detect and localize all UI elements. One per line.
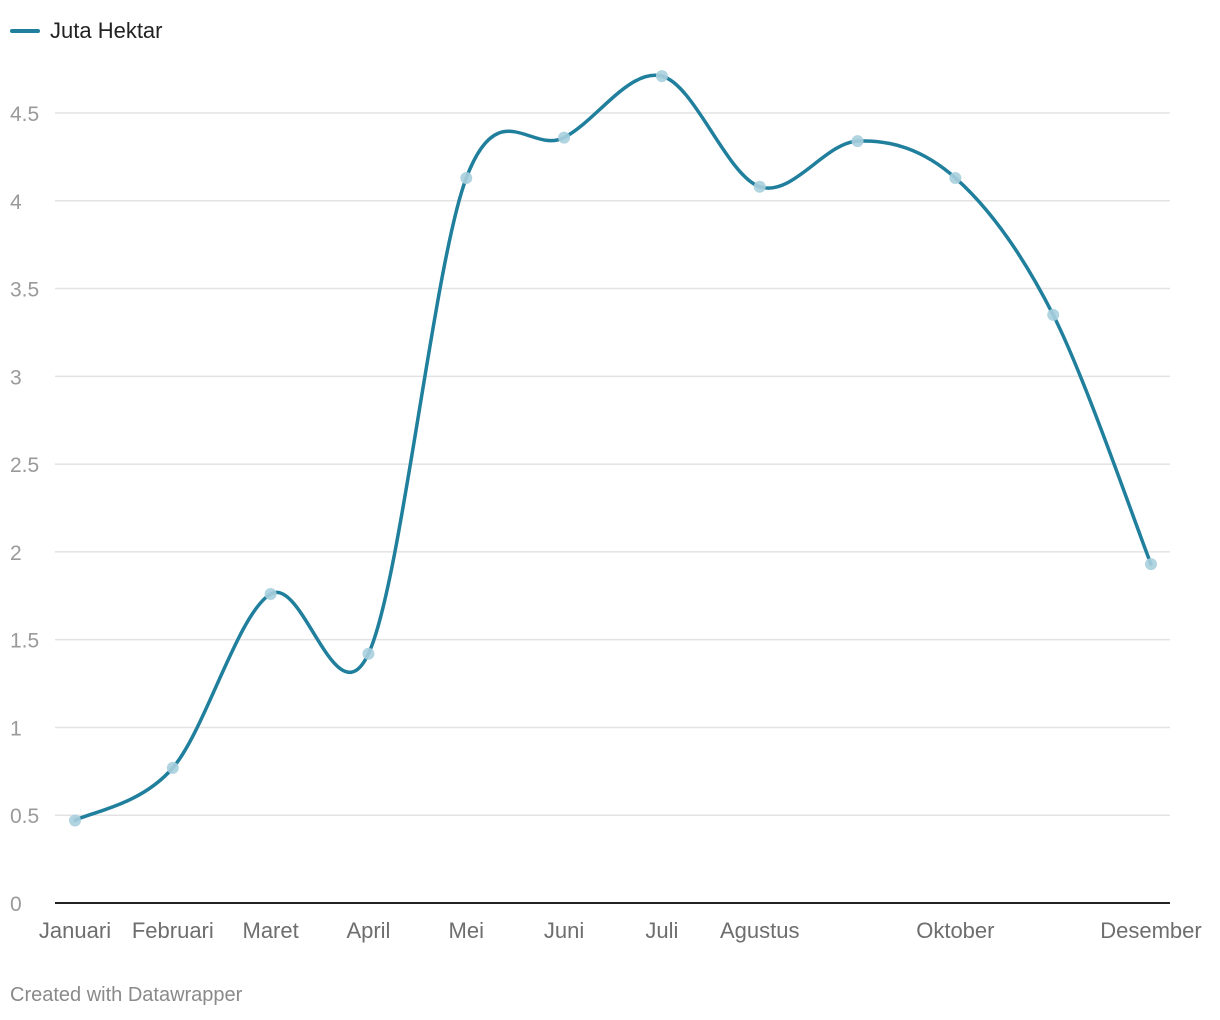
- data-point: [851, 135, 864, 148]
- x-tick-label: Oktober: [916, 918, 994, 943]
- gridlines: [55, 112, 1170, 816]
- y-tick-label: 3: [10, 366, 22, 389]
- data-point: [558, 131, 571, 144]
- y-tick-label: 4.5: [10, 103, 39, 126]
- y-tick-label: 2: [10, 542, 22, 565]
- legend: Juta Hektar: [10, 18, 163, 44]
- legend-label: Juta Hektar: [50, 18, 163, 43]
- x-tick-label: Desember: [1100, 918, 1201, 943]
- data-point: [460, 171, 473, 184]
- series-line-juta-hektar: [73, 73, 1153, 823]
- data-point: [1145, 558, 1157, 571]
- data-point: [655, 70, 668, 83]
- x-tick-label: Juni: [544, 918, 584, 943]
- y-tick-label: 4: [10, 191, 22, 214]
- x-tick-label: Mei: [449, 918, 484, 943]
- x-tick-label: Juli: [645, 918, 678, 943]
- x-tick-label: Maret: [243, 918, 299, 943]
- legend-swatch: [10, 29, 40, 33]
- data-point: [1047, 308, 1060, 321]
- series-points: [69, 70, 1157, 827]
- y-tick-label: 0: [10, 893, 22, 916]
- x-tick-label: Agustus: [720, 918, 800, 943]
- data-point: [753, 180, 766, 193]
- data-point: [362, 647, 375, 660]
- x-tick-label: Januari: [39, 918, 111, 943]
- x-tick-label: Februari: [132, 918, 214, 943]
- y-tick-label: 0.5: [10, 805, 39, 828]
- x-axis-ticks: Januari Februari Maret April Mei Juni Juli Agus…: [39, 918, 1202, 943]
- x-tick-label: April: [346, 918, 390, 943]
- credit-text: Created with Datawrapper: [10, 984, 243, 1006]
- y-axis-ticks: 0 0.5 1 1.5 2 2.5 3 3.5 4 4.5: [10, 103, 39, 916]
- data-point: [69, 814, 81, 827]
- y-tick-label: 1.5: [10, 630, 39, 653]
- y-tick-label: 3.5: [10, 279, 39, 302]
- y-tick-label: 1: [10, 717, 22, 740]
- data-point: [166, 761, 179, 774]
- data-point: [264, 588, 277, 601]
- y-tick-label: 2.5: [10, 454, 39, 477]
- data-point: [949, 171, 962, 184]
